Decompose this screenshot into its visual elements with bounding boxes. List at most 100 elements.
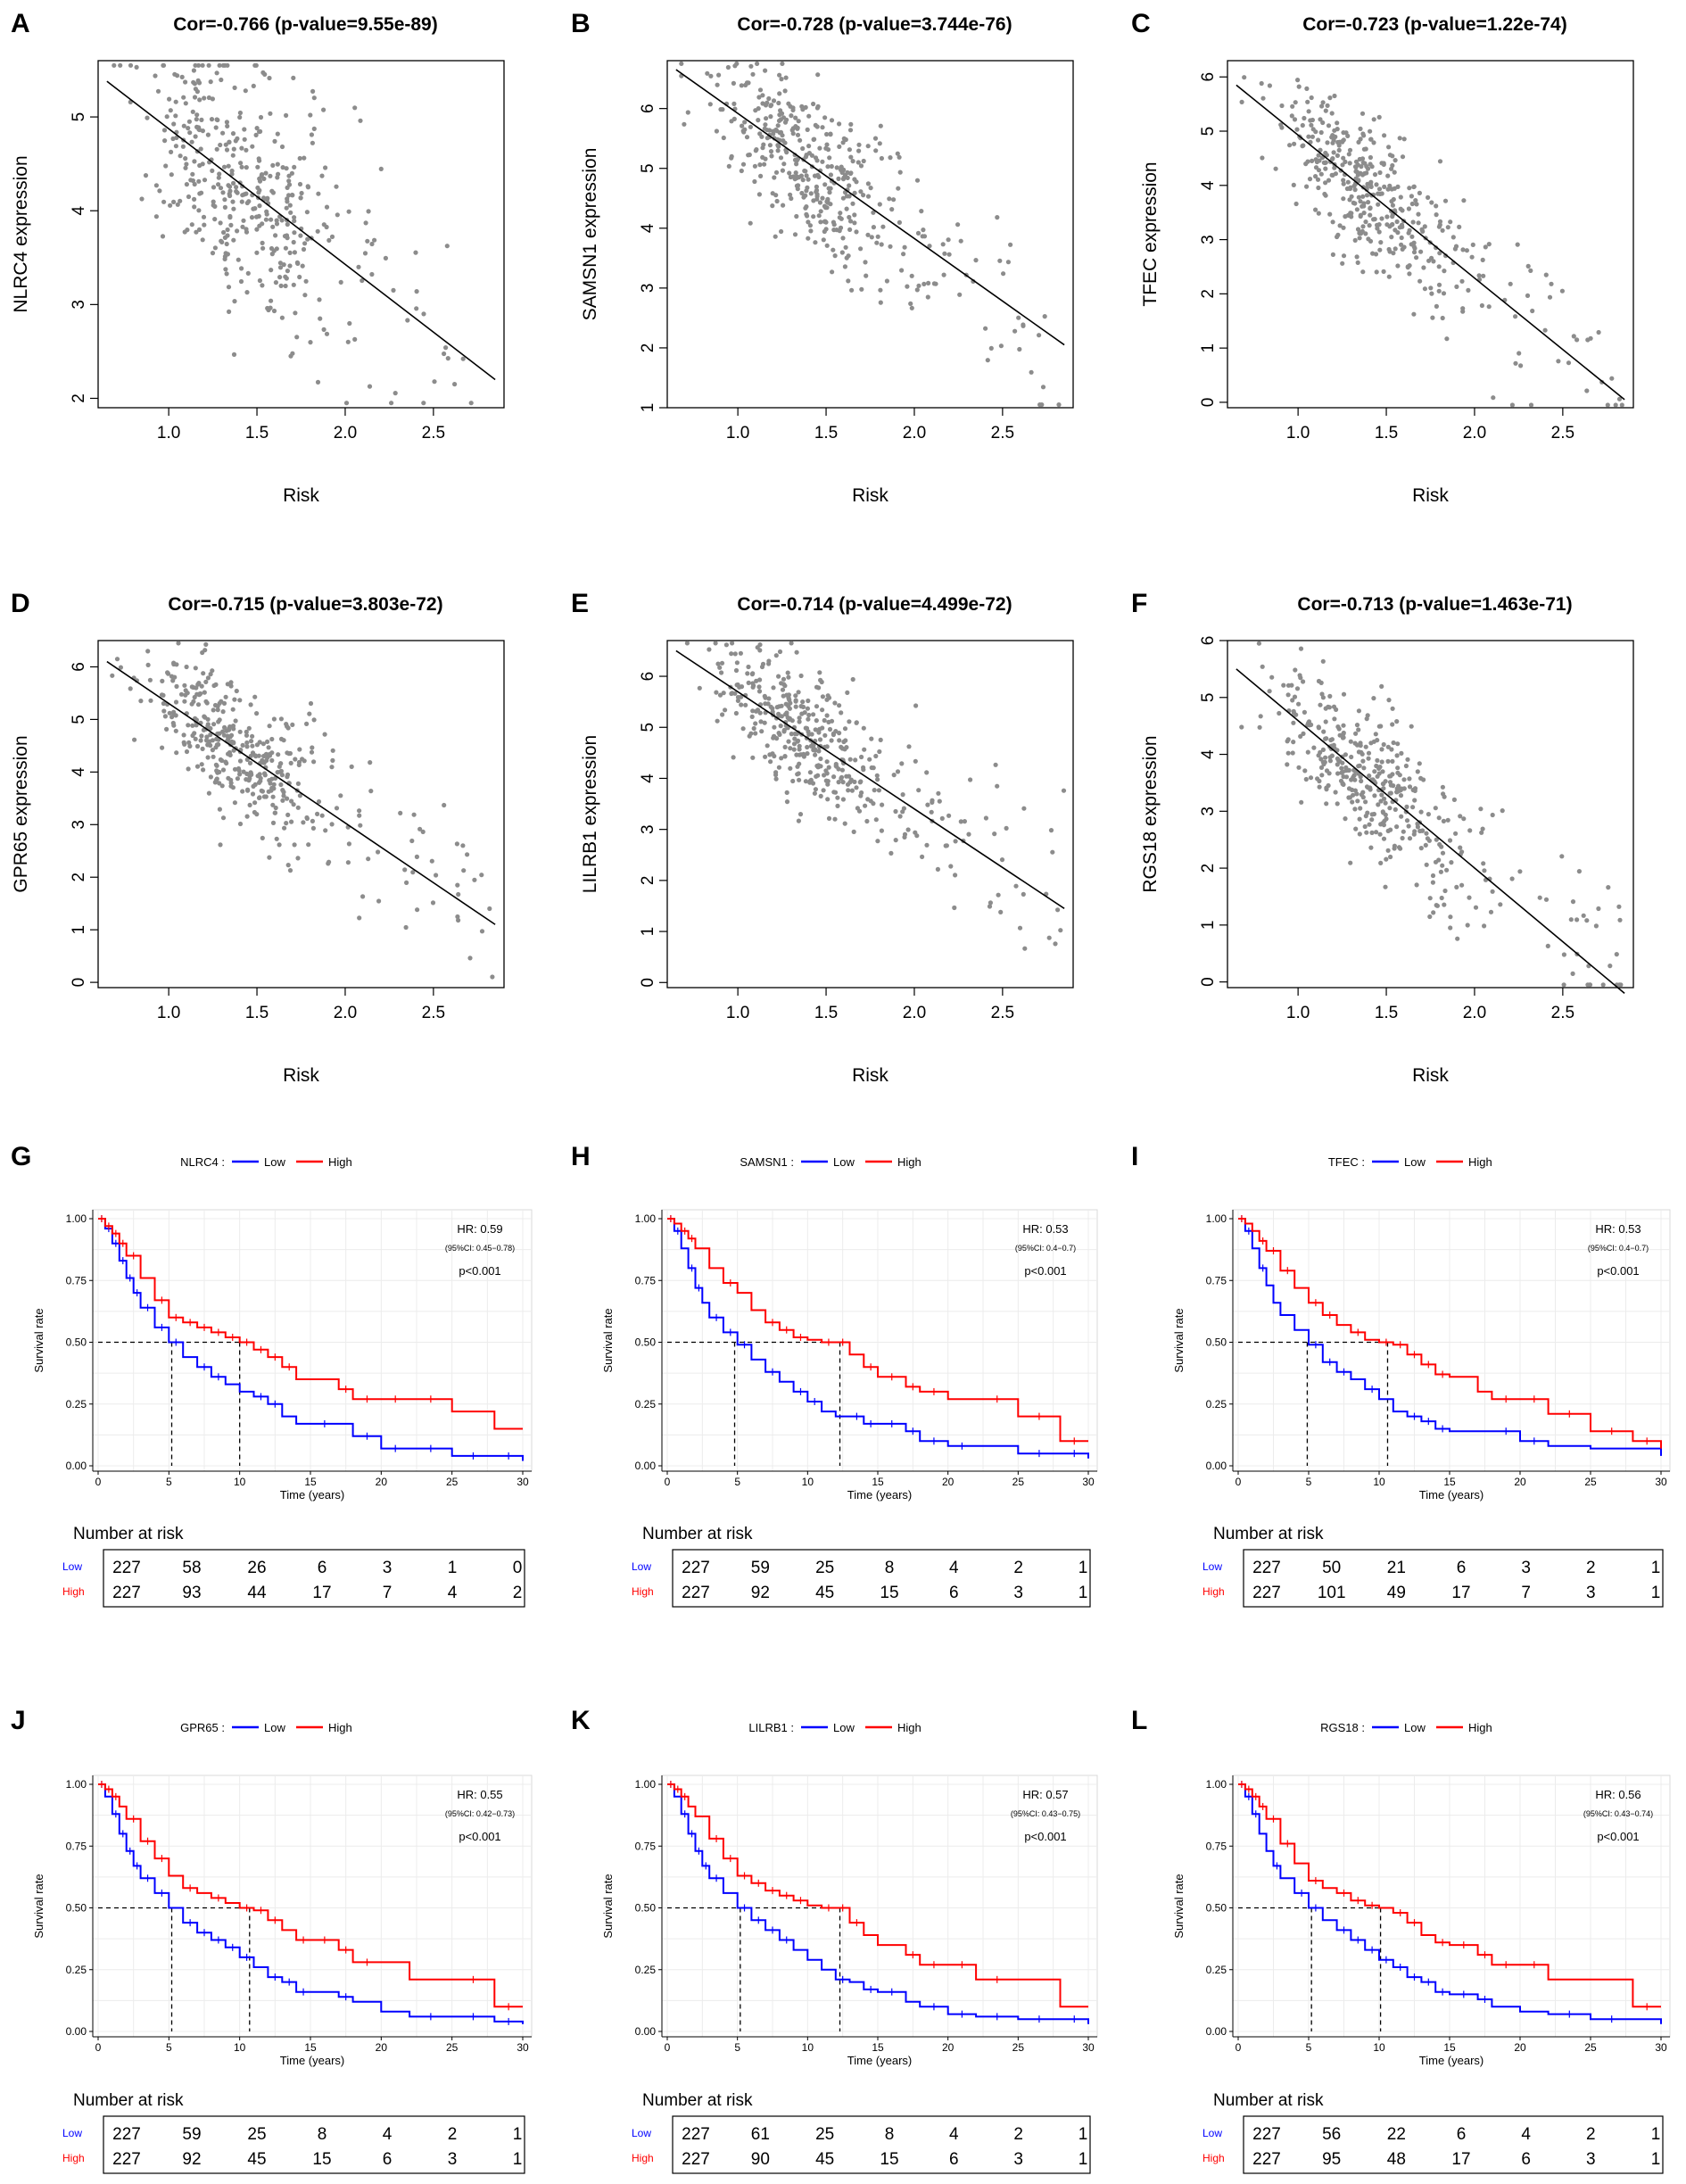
- scatter-point: [1403, 763, 1409, 769]
- scatter-point: [367, 384, 373, 389]
- risk-table-title: Number at risk: [73, 2091, 184, 2110]
- scatter-point: [837, 703, 842, 708]
- scatter-point: [1384, 816, 1389, 822]
- scatter-point: [1323, 160, 1328, 165]
- scatter-point: [820, 694, 826, 699]
- scatter-point: [1410, 219, 1416, 225]
- y-tick-label: 0.75: [1206, 1274, 1227, 1286]
- scatter-point: [717, 692, 723, 698]
- scatter-point: [902, 244, 907, 250]
- scatter-point: [170, 678, 176, 683]
- scatter-point: [1368, 238, 1374, 244]
- scatter-point: [254, 812, 260, 817]
- scatter-point: [183, 101, 188, 106]
- scatter-point: [1441, 818, 1446, 824]
- scatter-point: [776, 731, 781, 736]
- scatter-point: [153, 214, 159, 219]
- scatter-point: [897, 814, 903, 819]
- scatter-point: [1356, 139, 1361, 145]
- y-tick-label: 5: [70, 112, 88, 122]
- scatter-point: [235, 190, 240, 195]
- scatter-point: [222, 235, 227, 240]
- scatter-point: [840, 177, 847, 182]
- scatter-point: [753, 731, 758, 736]
- scatter-point: [778, 155, 784, 161]
- scatter-point: [1320, 658, 1326, 664]
- scatter-point: [939, 815, 945, 822]
- scatter-point: [1412, 829, 1417, 834]
- x-tick-label: 2.0: [1463, 1004, 1486, 1022]
- scatter-point: [1387, 249, 1393, 254]
- scatter-point: [1352, 788, 1358, 793]
- scatter-panel-e: Cor=-0.714 (p-value=4.499e-72)1.0 1.5 2.0 2…: [580, 594, 1074, 1086]
- scatter-point: [260, 70, 266, 75]
- scatter-point: [183, 692, 188, 698]
- scatter-point: [233, 718, 238, 724]
- risk-count-low: 58: [182, 1559, 201, 1577]
- scatter-point: [920, 854, 925, 860]
- scatter-point: [1363, 231, 1368, 236]
- p-value: p<0.001: [459, 1830, 500, 1843]
- scatter-point: [243, 88, 248, 94]
- scatter-point: [1414, 255, 1419, 261]
- scatter-point: [837, 731, 842, 736]
- legend-title: GPR65 :: [180, 1721, 225, 1734]
- scatter-point: [244, 147, 249, 153]
- scatter-point: [790, 107, 796, 112]
- scatter-point: [1331, 137, 1336, 143]
- scatter-point: [246, 199, 252, 204]
- scatter-point: [1302, 709, 1307, 716]
- scatter-point: [414, 854, 419, 860]
- x-tick-label: 1.0: [726, 424, 749, 443]
- scatter-point: [244, 165, 249, 170]
- scatter-point: [460, 843, 466, 848]
- scatter-point: [178, 198, 183, 203]
- scatter-point: [878, 123, 883, 128]
- scatter-point: [311, 126, 317, 131]
- scatter-point: [782, 88, 788, 94]
- scatter-point: [273, 280, 278, 285]
- scatter-point: [931, 281, 937, 286]
- x-tick-label: 15: [1443, 2041, 1456, 2054]
- scatter-point: [924, 842, 930, 848]
- scatter-point: [1324, 736, 1329, 741]
- scatter-point: [1323, 108, 1328, 113]
- scatter-point: [762, 126, 767, 131]
- y-axis-label: SAMSN1 expression: [580, 148, 600, 321]
- scatter-point: [194, 691, 200, 697]
- scatter-point: [778, 724, 783, 729]
- scatter-point: [803, 169, 808, 174]
- scatter-point: [805, 185, 810, 190]
- scatter-point: [1460, 247, 1466, 252]
- hazard-ratio: HR: 0.53: [1595, 1222, 1641, 1236]
- scatter-point: [823, 145, 829, 151]
- scatter-point: [952, 905, 957, 911]
- plot-frame: [97, 60, 505, 409]
- scatter-point: [795, 186, 800, 192]
- scatter-point: [259, 788, 264, 793]
- scatter-point: [165, 671, 171, 676]
- scatter-point: [1461, 198, 1467, 203]
- risk-count-low: 21: [1387, 1559, 1406, 1577]
- scatter-point: [250, 733, 255, 739]
- scatter-point: [274, 218, 279, 223]
- risk-count-low: 26: [247, 1559, 266, 1577]
- scatter-point: [186, 119, 192, 124]
- scatter-point: [145, 662, 151, 668]
- y-tick-label: 5: [639, 163, 657, 173]
- scatter-point: [854, 229, 859, 235]
- scatter-point: [366, 209, 371, 214]
- y-tick-label: 2: [1199, 289, 1218, 299]
- scatter-point: [1417, 190, 1422, 195]
- scatter-point: [378, 166, 384, 171]
- x-tick-label: 30: [1655, 2041, 1667, 2054]
- scatter-point: [1605, 402, 1610, 408]
- scatter-point: [1309, 95, 1314, 101]
- scatter-point: [1429, 291, 1434, 296]
- scatter-point: [244, 290, 250, 295]
- scatter-point: [358, 118, 363, 123]
- x-tick-label: 25: [446, 1476, 459, 1488]
- scatter-point: [1294, 127, 1300, 132]
- scatter-point: [242, 127, 247, 132]
- scatter-point: [193, 736, 198, 741]
